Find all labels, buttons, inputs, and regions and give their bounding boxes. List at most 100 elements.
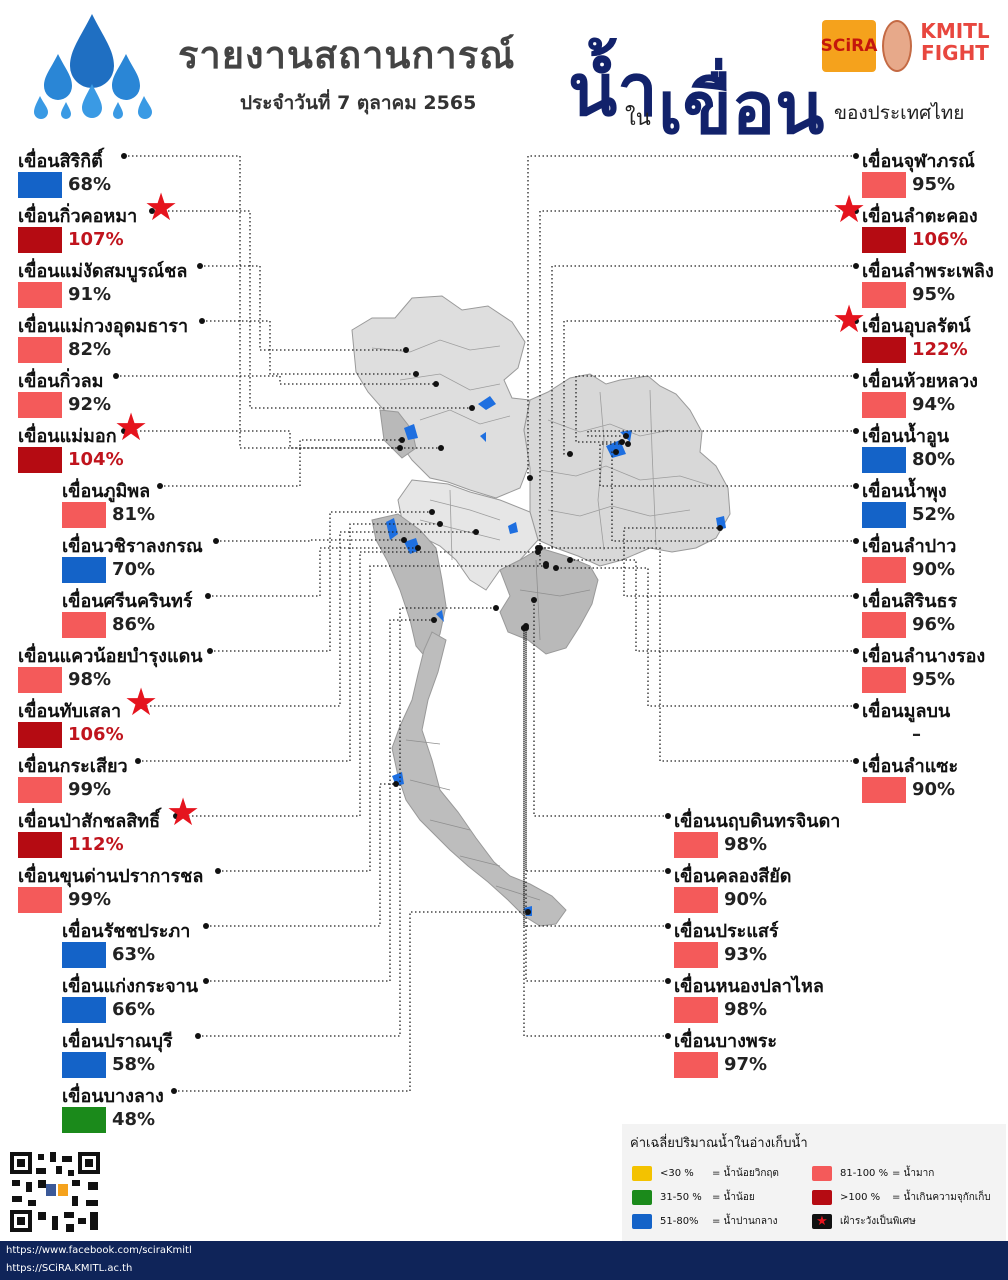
- dam-location-dot: [665, 978, 671, 984]
- dam-name: เขื่อนลำแซะ: [862, 751, 961, 780]
- dam-percentage: 99%: [68, 779, 112, 800]
- dam-name: เขื่อนศรีนครินทร์: [62, 586, 195, 615]
- dam-location-dot: [203, 923, 209, 929]
- website-link[interactable]: https://SCiRA.KMITL.ac.th: [6, 1263, 133, 1274]
- dam-name: เขื่อนคลองสียัด: [674, 861, 794, 890]
- dam-name: เขื่อนประแสร์: [674, 916, 781, 945]
- dam-location-dot: [853, 428, 859, 434]
- dam-level-swatch: [674, 887, 718, 913]
- dam-name: เขื่อนจุฬาภรณ์: [862, 146, 977, 175]
- dam-location-dot: [438, 445, 444, 451]
- dam-location-dot: [553, 565, 559, 571]
- leader-line: [152, 210, 472, 409]
- dam-percentage: 92%: [68, 394, 112, 415]
- dam-location-dot: [665, 1033, 671, 1039]
- dam-level-swatch: [674, 1052, 718, 1078]
- legend-item: 81-100 % = น้ำมาก: [812, 1166, 934, 1181]
- legend-label: เฝ้าระวังเป็นพิเศษ: [840, 1216, 916, 1227]
- map-south: [391, 631, 567, 927]
- dam-location-dot: [567, 451, 573, 457]
- dam-name: เขื่อนกิ่วลม: [18, 366, 106, 395]
- dam-location-dot: [205, 593, 211, 599]
- dam-name: เขื่อนปราณบุรี: [62, 1026, 175, 1055]
- dam-name: เขื่อนหนองปลาไหล: [674, 971, 826, 1000]
- dam-percentage: 99%: [68, 889, 112, 910]
- dam-location-dot: [521, 625, 527, 631]
- legend-item: <30 % = น้ำน้อยวิกฤต: [632, 1166, 779, 1181]
- legend-color-chip: [632, 1214, 652, 1229]
- dam-location-dot: [665, 813, 671, 819]
- legend-range: 81-100 %: [840, 1168, 889, 1179]
- dam-level-swatch: [18, 392, 62, 418]
- legend-item: 51-80% = น้ำปานกลาง: [632, 1214, 778, 1229]
- dam-name: เขื่อนกระเสียว: [18, 751, 130, 780]
- leader-line: [200, 265, 406, 351]
- dam-level-swatch: [18, 777, 62, 803]
- kmitl-fight-logo: KMITL FIGHT: [920, 19, 990, 65]
- dam-percentage: 93%: [724, 944, 768, 965]
- watch-star-icon: ★: [124, 680, 159, 724]
- leader-line: [124, 430, 400, 449]
- scira-logo: SCiRA: [821, 20, 877, 72]
- dam-location-dot: [393, 781, 399, 787]
- dam-level-swatch: [862, 777, 906, 803]
- facebook-link[interactable]: https://www.facebook.com/sciraKmitl: [6, 1245, 192, 1256]
- report-date: ประจำวันที่ 7 ตุลาคม 2565: [240, 92, 477, 114]
- dam-level-swatch: [862, 447, 906, 473]
- legend-label: = น้ำปานกลาง: [712, 1216, 778, 1227]
- dam-location-dot: [853, 703, 859, 709]
- dam-name: เขื่อนน้ำอูน: [862, 421, 952, 450]
- dam-name: เขื่อนลำนางรอง: [862, 641, 988, 670]
- leader-line: [525, 628, 668, 982]
- dam-percentage: 58%: [112, 1054, 156, 1075]
- dam-name: เขื่อนน้ำพุง: [862, 476, 949, 505]
- dam-percentage: 95%: [912, 174, 956, 195]
- dam-name: เขื่อนลำพระเพลิง: [862, 256, 996, 285]
- dam-location-dot: [521, 625, 527, 631]
- dam-location-dot: [853, 593, 859, 599]
- kmitl-seal-icon: [882, 20, 912, 72]
- dam-level-swatch: [18, 282, 62, 308]
- dam-percentage: –: [912, 724, 921, 745]
- dam-location-dot: [527, 475, 533, 481]
- leader-line: [198, 607, 496, 1037]
- dam-location-dot: [665, 868, 671, 874]
- dam-location-dot: [543, 561, 549, 567]
- dam-percentage: 70%: [112, 559, 156, 580]
- dam-percentage: 95%: [912, 284, 956, 305]
- dam-percentage: 66%: [112, 999, 156, 1020]
- dam-location-dot: [397, 445, 403, 451]
- leader-line: [206, 619, 434, 982]
- legend-range: >100 %: [840, 1192, 881, 1203]
- watch-star-icon: ★: [144, 185, 179, 229]
- dam-level-swatch: [862, 612, 906, 638]
- dam-level-swatch: [62, 557, 106, 583]
- dam-location-dot: [531, 597, 537, 603]
- dam-location-dot: [203, 978, 209, 984]
- dam-level-swatch: [62, 942, 106, 968]
- legend-title: ค่าเฉลี่ยปริมาณน้ำในอ่างเก็บน้ำ: [630, 1136, 808, 1151]
- dam-name: เขื่อนห้วยหลวง: [862, 366, 980, 395]
- dam-location-dot: [213, 538, 219, 544]
- leader-line: [575, 375, 856, 443]
- dam-name: เขื่อนรัชชประภา: [62, 916, 193, 945]
- dam-location-dot: [613, 449, 619, 455]
- dam-location-dot: [623, 433, 629, 439]
- dam-location-dot: [853, 758, 859, 764]
- dam-level-swatch: [18, 832, 62, 858]
- dam-level-swatch: [674, 997, 718, 1023]
- leader-line: [527, 155, 856, 479]
- dam-percentage: 98%: [724, 834, 768, 855]
- dam-level-swatch: [862, 392, 906, 418]
- dam-percentage: 82%: [68, 339, 112, 360]
- dam-percentage: 90%: [724, 889, 768, 910]
- dam-name: เขื่อนแก่งกระจาน: [62, 971, 201, 1000]
- map-northeast: [523, 373, 731, 567]
- dam-percentage: 98%: [68, 669, 112, 690]
- leader-line: [206, 783, 396, 927]
- dam-location-dot: [543, 563, 549, 569]
- dam-level-swatch: [18, 337, 62, 363]
- dam-name: เขื่อนบางพระ: [674, 1026, 780, 1055]
- dam-location-dot: [853, 153, 859, 159]
- leader-line: [538, 547, 856, 762]
